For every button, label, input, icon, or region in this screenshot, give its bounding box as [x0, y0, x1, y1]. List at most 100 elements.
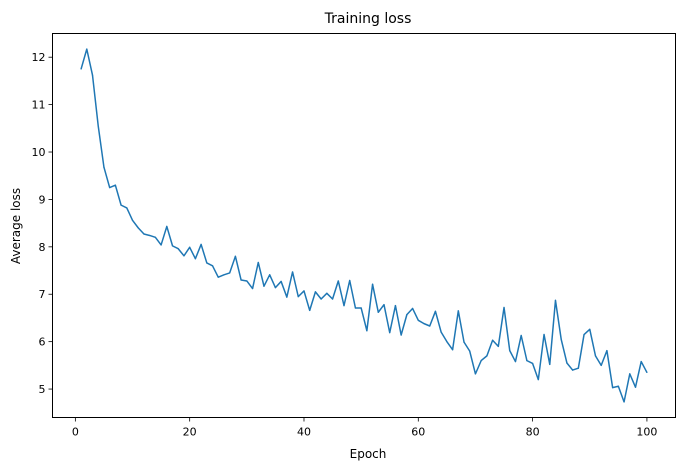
- y-tick-label: 10: [32, 146, 46, 159]
- data-point: [183, 255, 185, 257]
- data-point: [97, 125, 99, 127]
- data-point: [554, 299, 557, 301]
- data-point: [509, 350, 511, 352]
- data-point: [532, 362, 534, 365]
- data-point: [309, 309, 311, 311]
- series-layer: [80, 48, 648, 403]
- y-tick-label: 5: [39, 383, 46, 396]
- data-point: [171, 245, 174, 247]
- data-point: [400, 334, 402, 336]
- data-point: [194, 258, 196, 260]
- data-point: [457, 310, 459, 312]
- data-point: [634, 386, 637, 388]
- x-tick-label: 0: [72, 426, 79, 439]
- data-point: [109, 186, 111, 189]
- data-point: [303, 290, 305, 292]
- data-point: [640, 360, 642, 363]
- data-point: [474, 373, 477, 375]
- data-point: [343, 305, 345, 307]
- data-point: [566, 362, 568, 364]
- data-point: [331, 298, 334, 300]
- data-point: [200, 243, 202, 246]
- data-point: [446, 341, 448, 343]
- data-point: [229, 272, 231, 274]
- plot-frame: [52, 33, 676, 418]
- data-point: [440, 331, 442, 333]
- data-point: [143, 233, 145, 235]
- data-point: [240, 279, 242, 281]
- data-point: [583, 333, 585, 336]
- data-point: [126, 207, 128, 209]
- y-axis-label: Average loss: [9, 188, 23, 264]
- data-point: [617, 385, 619, 387]
- data-point: [320, 298, 322, 300]
- data-point: [360, 307, 362, 309]
- data-point: [177, 248, 179, 250]
- data-point: [349, 279, 351, 282]
- data-point: [280, 280, 282, 283]
- data-point: [326, 292, 328, 294]
- data-point: [406, 314, 408, 316]
- y-tick-label: 11: [32, 99, 46, 112]
- x-tick-label: 100: [636, 426, 657, 439]
- data-point: [520, 334, 522, 337]
- y-tick-label: 12: [32, 51, 46, 64]
- data-point: [211, 265, 214, 267]
- data-point: [371, 283, 374, 285]
- data-point: [589, 328, 591, 330]
- data-point: [377, 311, 379, 313]
- data-point: [337, 280, 339, 282]
- data-point: [646, 371, 648, 374]
- data-point: [366, 330, 368, 332]
- data-point: [612, 387, 614, 389]
- data-point: [383, 304, 385, 306]
- x-tick-label: 20: [183, 426, 197, 439]
- data-point: [137, 227, 139, 229]
- data-point: [560, 338, 562, 340]
- data-point: [394, 305, 397, 307]
- data-point: [423, 323, 425, 325]
- data-point: [451, 349, 454, 351]
- data-point: [286, 296, 288, 298]
- x-axis-label: Epoch: [350, 447, 387, 461]
- data-point: [503, 306, 505, 309]
- data-point: [223, 274, 225, 276]
- data-point: [217, 276, 219, 278]
- data-point: [600, 364, 602, 366]
- data-point: [411, 307, 414, 310]
- data-point: [166, 225, 168, 228]
- data-point: [606, 350, 608, 352]
- x-tick-label: 60: [411, 426, 425, 439]
- data-point: [354, 307, 357, 309]
- data-point: [189, 246, 191, 248]
- data-point: [80, 68, 82, 70]
- data-point: [623, 401, 625, 403]
- axis-ticks: 0 20 40 60 80 100 5 6 7 8 9 10 11 12: [32, 51, 658, 438]
- data-point: [429, 325, 431, 327]
- data-point: [572, 369, 574, 371]
- data-point: [86, 48, 88, 50]
- data-point: [206, 262, 208, 264]
- data-point: [577, 367, 579, 369]
- data-point: [463, 341, 465, 343]
- loss-series-line: [80, 48, 648, 403]
- y-tick-label: 7: [39, 288, 46, 301]
- data-point: [492, 339, 494, 341]
- data-point: [543, 333, 545, 336]
- data-point: [120, 204, 122, 206]
- x-tick-label: 40: [297, 426, 311, 439]
- y-tick-label: 8: [39, 241, 46, 254]
- data-point: [269, 274, 271, 276]
- data-point: [131, 219, 134, 221]
- data-point: [486, 355, 488, 357]
- data-point: [537, 378, 539, 381]
- data-point: [149, 234, 151, 237]
- chart-title: Training loss: [324, 11, 412, 27]
- data-point: [154, 236, 156, 238]
- y-tick-label: 6: [39, 336, 46, 349]
- data-point: [417, 319, 419, 321]
- data-point: [549, 363, 551, 365]
- data-point: [257, 261, 259, 264]
- data-point: [629, 373, 631, 375]
